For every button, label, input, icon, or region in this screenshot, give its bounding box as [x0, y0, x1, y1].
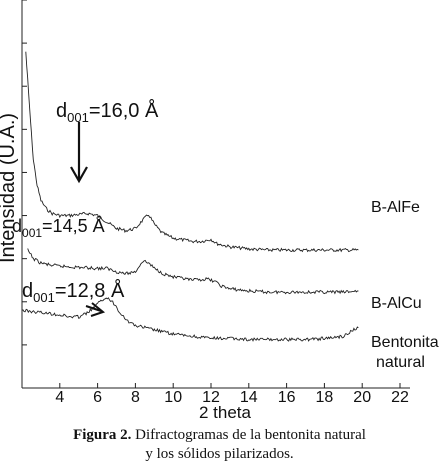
x-axis-label: 2 theta	[199, 403, 252, 422]
series-line-b-alfe	[25, 51, 359, 253]
annotation-d001-16: d001=16,0 Å	[56, 99, 159, 184]
annotation-subscript: 001	[22, 226, 42, 240]
svg-text:d001=16,0 Å: d001=16,0 Å	[56, 99, 159, 125]
annotation-arrow-head	[70, 166, 88, 184]
annotation-prefix: d	[56, 100, 67, 122]
x-tick-label-6: 6	[93, 389, 102, 406]
x-tick-label-12: 12	[202, 389, 220, 406]
series-label-alcu: B-AlCu	[371, 295, 422, 312]
series-label-bentonita-1: Bentonita	[371, 334, 439, 351]
figure-caption: Figura 2. Difractogramas de la bentonita…	[0, 426, 439, 464]
series-label-bentonita-2: natural	[376, 354, 425, 371]
caption-label: Figura 2.	[73, 427, 132, 443]
y-ticks	[22, 0, 27, 346]
series-line-b-alcu	[27, 248, 359, 295]
annotation-arrow-head	[90, 302, 106, 317]
x-tick-label-16: 16	[278, 389, 296, 406]
x-ticks	[59, 383, 401, 388]
annotation-d001-14: d001=14,5 Å	[12, 216, 105, 240]
axes	[21, 0, 410, 389]
svg-text:d001=14,5 Å: d001=14,5 Å	[12, 216, 105, 240]
caption-line-1: Difractogramas de la bentonita natural	[131, 427, 366, 443]
x-tick-label-4: 4	[55, 389, 64, 406]
annotation-value: =14,5 Å	[42, 216, 105, 236]
x-tick-label-20: 20	[353, 389, 371, 406]
svg-text:d001=12,8 Å: d001=12,8 Å	[22, 279, 125, 305]
annotation-arrow-shaft	[85, 305, 102, 312]
annotation-subscript: 001	[33, 290, 55, 305]
x-tick-label-14: 14	[240, 389, 258, 406]
caption-line-2: y los sólidos pilarizados.	[145, 446, 294, 462]
y-axis-label: Intensidad (U.A.)	[0, 113, 19, 263]
x-tick-label-22: 22	[391, 389, 409, 406]
series-line-bentonita-natural	[21, 297, 359, 342]
x-tick-label-10: 10	[164, 389, 182, 406]
series-lines	[21, 51, 359, 342]
annotation-value: =16,0 Å	[89, 99, 159, 122]
annotation-prefix: d	[12, 216, 22, 236]
x-tick-label-18: 18	[316, 389, 334, 406]
series-label-alfe: B-AlFe	[371, 199, 420, 216]
annotation-value: =12,8 Å	[55, 279, 125, 302]
x-tick-labels: 4 6 8 10 12 14 16 18 20 22	[55, 389, 409, 406]
annotation-prefix: d	[22, 280, 33, 302]
annotation-subscript: 001	[67, 110, 89, 125]
x-tick-label-8: 8	[131, 389, 140, 406]
annotation-d001-12: d001=12,8 Å	[22, 279, 125, 317]
